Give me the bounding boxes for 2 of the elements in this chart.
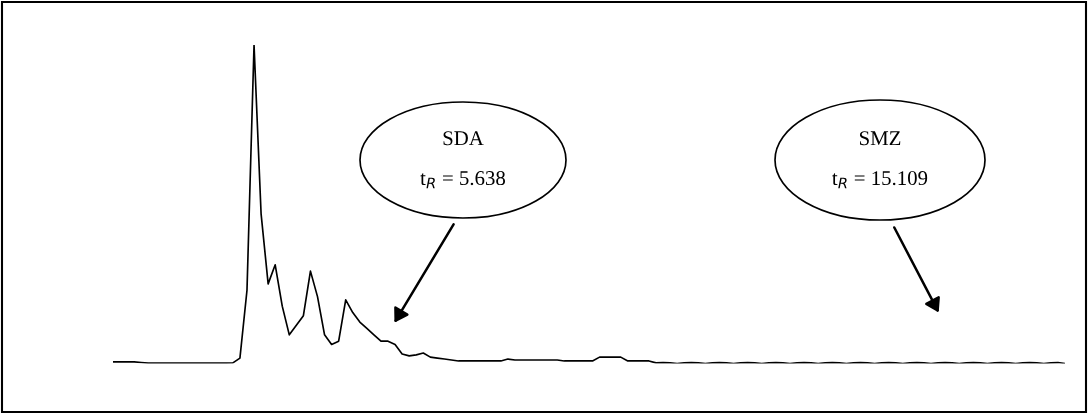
text: SMZ t$_{R}$ = 15.109: [832, 131, 928, 189]
text: SDA t$_{R}$ = 5.638: [420, 131, 506, 189]
